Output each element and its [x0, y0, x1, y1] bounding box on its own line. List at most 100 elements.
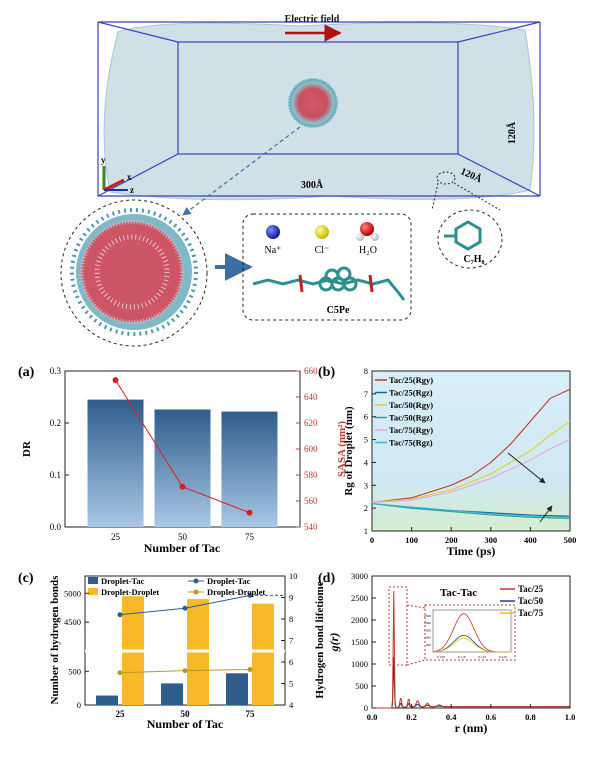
panel-d-title: Tac-Tac	[440, 587, 477, 599]
panel-d-legend-entry: Tac/50	[518, 596, 544, 606]
panel-a-y2tick: 660	[304, 366, 318, 376]
panel-c-xtick: 75	[246, 709, 256, 719]
panel-b: (b) Tac/25(Rgy) Tac/25(Rgz) Tac/50(Rgy) Tac…	[318, 365, 576, 558]
panel-a-xtick: 75	[245, 532, 255, 542]
panel-b-legend-entry: Tac/75(Rgz)	[389, 438, 433, 448]
panel-a-y2label: SASA (nm²)	[336, 421, 348, 478]
panel-c-y2tick: 10	[289, 571, 298, 581]
svg-text:y: y	[101, 155, 106, 165]
panel-b-ytick: 5	[364, 435, 368, 445]
dr-bar	[154, 409, 211, 527]
panel-c-y2label: Hydrogen bond lifetiome	[314, 581, 326, 698]
rdf-series-line	[372, 591, 570, 709]
panel-a-xtick: 50	[178, 532, 188, 542]
inset-xtick: 0.115	[478, 655, 486, 659]
panel-a-ytick: 0.3	[50, 366, 62, 376]
panel-d-ytick: 1000	[351, 659, 368, 669]
panel-c-ylabel: Number of hydrogen bonds	[49, 575, 61, 705]
inset-series-line	[432, 637, 512, 653]
sasa-point	[246, 509, 253, 516]
panel-b-ytick: 8	[364, 366, 368, 376]
svg-text:x: x	[127, 172, 132, 182]
inset-ytick: 500	[426, 643, 432, 647]
panel-c-ytick: 500	[68, 666, 81, 676]
panel-b-legend-entry: Tac/25(Rgy)	[389, 375, 433, 385]
panel-b-legend-entry: Tac/75(Rgy)	[389, 425, 433, 435]
panel-b-ytick: 2	[364, 503, 368, 513]
panel-d-tag: (d)	[318, 571, 335, 586]
panel-c-xtick: 50	[181, 709, 191, 719]
panel-c-xtick: 25	[116, 709, 126, 719]
panel-a-y2tick: 600	[304, 444, 318, 454]
panel-b-legend-entry: Tac/50(Rgy)	[389, 400, 433, 410]
panel-c-legend-entry: Droplet-Tac	[207, 576, 251, 586]
panel-c-y2tick: 5	[289, 679, 293, 689]
hbond-bar	[96, 695, 118, 705]
lifetime-point	[182, 668, 188, 674]
panel-b-tag: (b)	[318, 365, 335, 380]
panel-a-y2tick: 540	[304, 522, 318, 532]
panel-d-inset: 0.105 0.110 0.115 0.120 500 1000 1500 2000 2500	[424, 604, 516, 661]
panel-d-ylabel: g(r)	[327, 633, 341, 653]
panel-b-xtick: 100	[405, 535, 418, 545]
panel-a-y2tick: 640	[304, 392, 318, 402]
inset-xtick: 0.120	[499, 655, 507, 659]
panel-a-y2tick: 620	[304, 418, 318, 428]
hbond-bar	[226, 673, 248, 705]
hbond-bar	[252, 603, 274, 705]
panel-c-legend-entry: Droplet-Droplet	[101, 587, 159, 597]
svg-text:Na⁺: Na⁺	[265, 245, 282, 256]
panel-c-ytick: 4500	[64, 617, 81, 627]
panel-d-xlabel: r (nm)	[455, 721, 488, 735]
svg-text:z: z	[130, 185, 134, 195]
svg-text:H₂O: H₂O	[359, 245, 377, 256]
sasa-point	[179, 483, 186, 490]
dr-bar	[87, 399, 144, 527]
panel-c-y2tick: 7	[289, 636, 293, 646]
panel-a: (a) 0.0 0.1 0.2 0.3 540 560 580 600 620 640 660 2…	[18, 365, 348, 555]
panel-a-ytick: 0.2	[50, 418, 61, 428]
panel-b-xtick: 200	[445, 535, 458, 545]
panel-c-xlabel: Number of Tac	[147, 717, 224, 731]
panel-d-ytick: 2000	[351, 615, 368, 625]
panel-c-ytick: 0	[77, 700, 81, 710]
sasa-point	[112, 377, 119, 384]
panel-d-xtick: 0.4	[446, 712, 457, 722]
panel-b-legend-entry: Tac/50(Rgz)	[389, 413, 433, 423]
electric-field-label: Electric field	[285, 14, 340, 25]
axes-triad: y x z	[101, 155, 134, 195]
panel-a-tag: (a)	[18, 365, 35, 380]
panel-d-xtick: 0.6	[485, 712, 496, 722]
panel-b-ytick: 1	[364, 526, 368, 536]
panel-b-ytick: 3	[364, 480, 368, 490]
panel-a-ylabel: DR	[21, 440, 33, 457]
panel-c-y2tick: 4	[289, 700, 294, 710]
toluene-label: C₇H₈	[464, 254, 485, 265]
svg-text:Cl⁻: Cl⁻	[315, 245, 330, 256]
rg-series-line	[371, 503, 571, 518]
panel-b-xtick: 500	[564, 535, 577, 545]
inset-ytick: 1500	[424, 628, 431, 632]
panel-d-ytick: 1500	[351, 637, 368, 647]
panel-c-tag: (c)	[18, 571, 34, 586]
rg-series-line	[371, 503, 571, 519]
hbond-bar	[161, 683, 183, 705]
inset-xtick: 0.105	[437, 655, 445, 659]
panel-d-legend-entry: Tac/75	[518, 608, 544, 618]
inset-xtick: 0.110	[458, 655, 466, 659]
lifetime-point	[182, 605, 188, 611]
panel-d-xtick: 1.0	[565, 712, 576, 722]
panel-b-ytick: 7	[364, 389, 368, 399]
panel-b-xtick: 300	[484, 535, 497, 545]
rg-series-line	[371, 439, 571, 503]
simulation-box: Electric field 300Å 120Å 120Å y x z	[97, 14, 541, 216]
lifetime-point	[117, 612, 123, 618]
panel-d-ytick: 0	[364, 703, 368, 713]
panel-b-legend-entry: Tac/25(Rgz)	[389, 388, 433, 398]
inset-ytick: 2500	[424, 614, 431, 618]
panel-d-legend-entry: Tac/25	[518, 584, 544, 594]
lifetime-point	[117, 670, 123, 676]
panel-d-xtick: 0.2	[406, 712, 417, 722]
panel-c-y2tick: 9	[289, 593, 293, 603]
panel-a-y2tick: 580	[304, 470, 318, 480]
